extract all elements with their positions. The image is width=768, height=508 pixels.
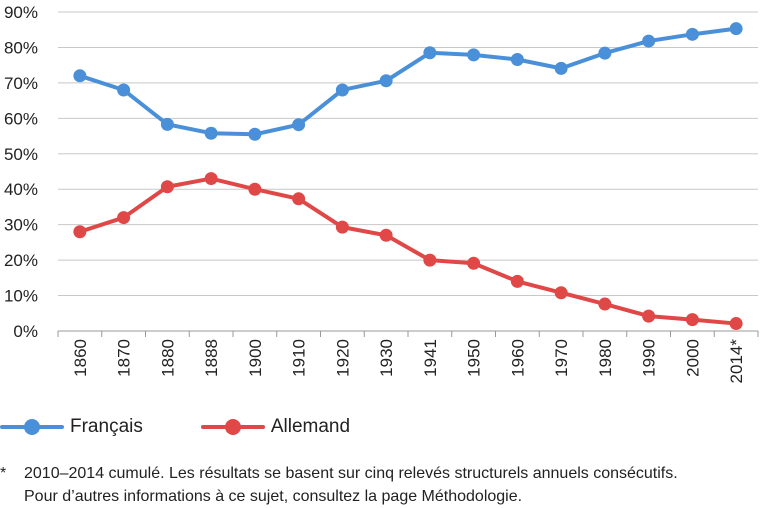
- legend-label-allemand: Allemand: [270, 416, 351, 437]
- data-point: [379, 74, 393, 88]
- footnote-mark: *: [0, 465, 7, 482]
- data-point: [685, 313, 699, 327]
- x-tick-label: 1888: [202, 339, 221, 377]
- x-tick-label: 1900: [246, 339, 265, 377]
- data-point: [73, 225, 87, 239]
- x-tick-label: 1960: [508, 339, 527, 377]
- gridlines: [58, 11, 758, 297]
- data-point: [204, 126, 218, 140]
- y-tick-label: 30%: [4, 216, 38, 235]
- data-point: [204, 172, 218, 186]
- series-line: [77, 26, 739, 137]
- series-line: [77, 176, 739, 326]
- data-point: [467, 256, 481, 270]
- data-point: [554, 286, 568, 300]
- x-tick-label: 1990: [640, 339, 659, 377]
- x-tick-label: 1930: [377, 339, 396, 377]
- y-tick-label: 50%: [4, 145, 38, 164]
- data-point: [423, 253, 437, 267]
- y-tick-label: 20%: [4, 251, 38, 270]
- y-tick-label: 0%: [13, 322, 38, 341]
- data-point: [642, 309, 656, 323]
- x-tick-label: 1920: [333, 339, 352, 377]
- x-tick-label: 2014*: [727, 339, 746, 384]
- series-layer: [73, 22, 743, 331]
- footnote-line-2: Pour d’autres informations à ce sujet, c…: [24, 488, 523, 505]
- x-tick-label: 1910: [290, 339, 309, 377]
- y-tick-label: 60%: [4, 109, 38, 128]
- data-point: [248, 182, 262, 196]
- data-point: [160, 180, 174, 194]
- y-tick-label: 80%: [4, 38, 38, 57]
- line-chart: 0%10%20%30%40%50%60%70%80%90% 1860 1870 18…: [4, 3, 759, 384]
- data-point: [598, 297, 612, 311]
- y-tick-label: 10%: [4, 287, 38, 306]
- y-tick-label: 40%: [4, 180, 38, 199]
- data-point: [379, 228, 393, 242]
- x-tick-label: 1860: [71, 339, 90, 377]
- series-francais: [73, 22, 743, 141]
- x-axis: 1860 1870 1880 1888 1900 1910 1920 1930 1941 1950…: [57, 330, 759, 384]
- x-tick-label: 1941: [421, 339, 440, 377]
- data-point: [73, 69, 87, 83]
- legend-swatch-francais: [0, 419, 64, 435]
- legend-swatch-allemand: [200, 419, 265, 435]
- data-point: [117, 83, 131, 97]
- data-point: [729, 22, 743, 36]
- footnote: * 2010–2014 cumulé. Les résultats se bas…: [0, 462, 678, 508]
- x-tick-label: 1880: [158, 339, 177, 377]
- data-point: [292, 192, 306, 206]
- footnote-line-1: 2010–2014 cumulé. Les résultats se basen…: [24, 465, 678, 482]
- data-point: [598, 46, 612, 60]
- legend-label-francais: Français: [70, 416, 143, 437]
- data-point: [335, 220, 349, 234]
- data-point: [335, 83, 349, 97]
- y-tick-label: 90%: [4, 3, 38, 22]
- data-point: [510, 52, 524, 66]
- x-tick-label: 1870: [115, 339, 134, 377]
- data-point: [117, 211, 131, 225]
- data-point: [510, 274, 524, 288]
- data-point: [554, 61, 568, 75]
- data-point: [248, 127, 262, 141]
- data-point: [423, 46, 437, 60]
- y-tick-label: 70%: [4, 74, 38, 93]
- y-axis-ticks: 0% 10% 20% 30% 40% 50% 60% 70% 80% 90%: [4, 3, 38, 341]
- data-point: [685, 27, 699, 41]
- legend-item-allemand: Allemand: [200, 416, 351, 438]
- x-tick-label: 2000: [683, 339, 702, 377]
- data-point: [160, 117, 174, 131]
- data-point: [729, 317, 743, 331]
- data-point: [292, 118, 306, 132]
- series-allemand: [73, 172, 743, 331]
- data-point: [642, 34, 656, 48]
- x-tick-label: 1980: [596, 339, 615, 377]
- legend-item-francais: Français: [0, 416, 143, 438]
- x-tick-label: 1950: [465, 339, 484, 377]
- data-point: [467, 48, 481, 62]
- legend: Français Allemand: [0, 413, 408, 441]
- x-tick-label: 1970: [552, 339, 571, 377]
